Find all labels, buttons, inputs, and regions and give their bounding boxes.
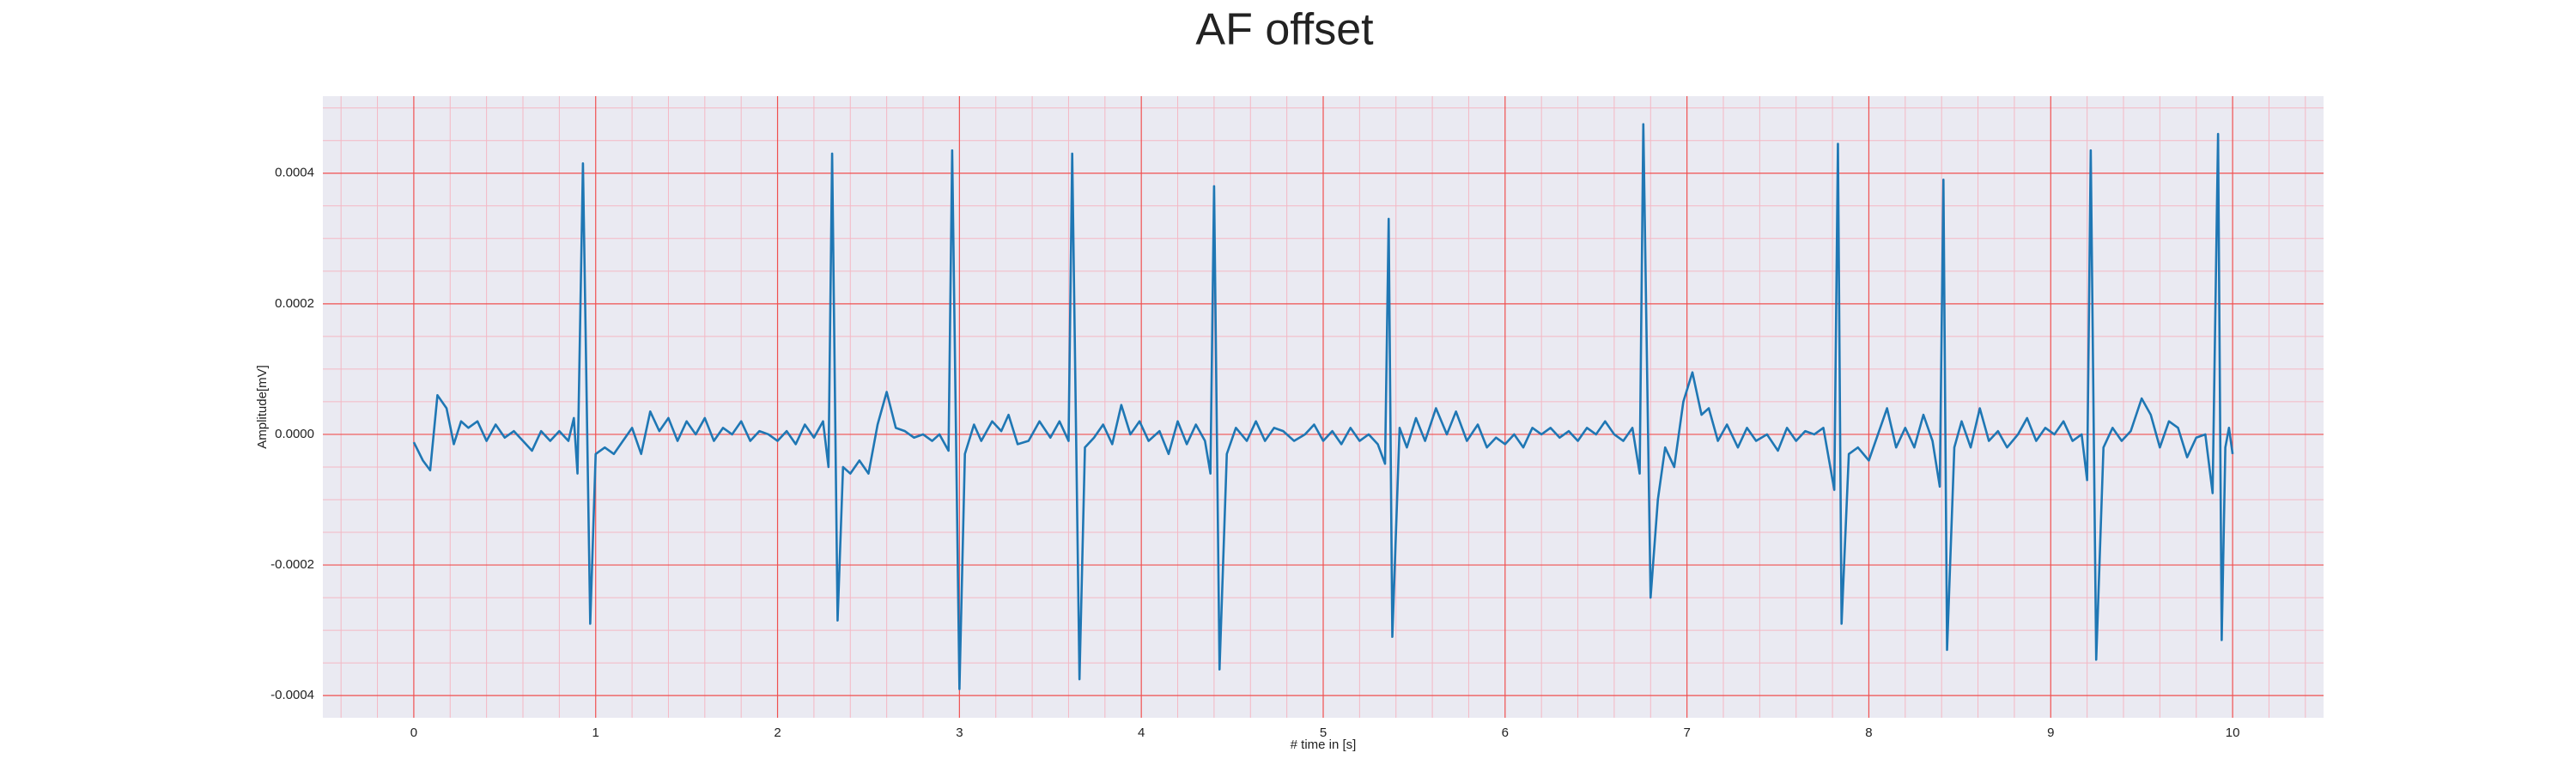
x-tick-label: 7 [1683,725,1690,740]
x-tick-label: 6 [1502,725,1509,740]
x-tick-label: 3 [956,725,963,740]
signal-line [412,123,2234,690]
y-tick-label: 0.0000 [275,427,314,441]
y-tick-label: -0.0002 [270,557,314,572]
x-tick-label: 2 [774,725,781,740]
x-tick-label: 10 [2226,725,2240,740]
x-tick-label: 1 [592,725,599,740]
y-axis-label: Amplitude[mV] [255,365,270,449]
x-tick-label: 5 [1320,725,1327,740]
x-tick-label: 4 [1138,725,1145,740]
y-tick-label: 0.0002 [275,296,314,311]
x-tick-label: 9 [2047,725,2054,740]
x-axis-label: # time in [s] [1291,738,1357,752]
x-tick-label: 0 [410,725,417,740]
chart-title: AF offset [1195,5,1374,55]
y-tick-label: -0.0004 [270,688,314,702]
x-tick-label: 8 [1865,725,1872,740]
y-tick-label: 0.0004 [275,166,314,180]
